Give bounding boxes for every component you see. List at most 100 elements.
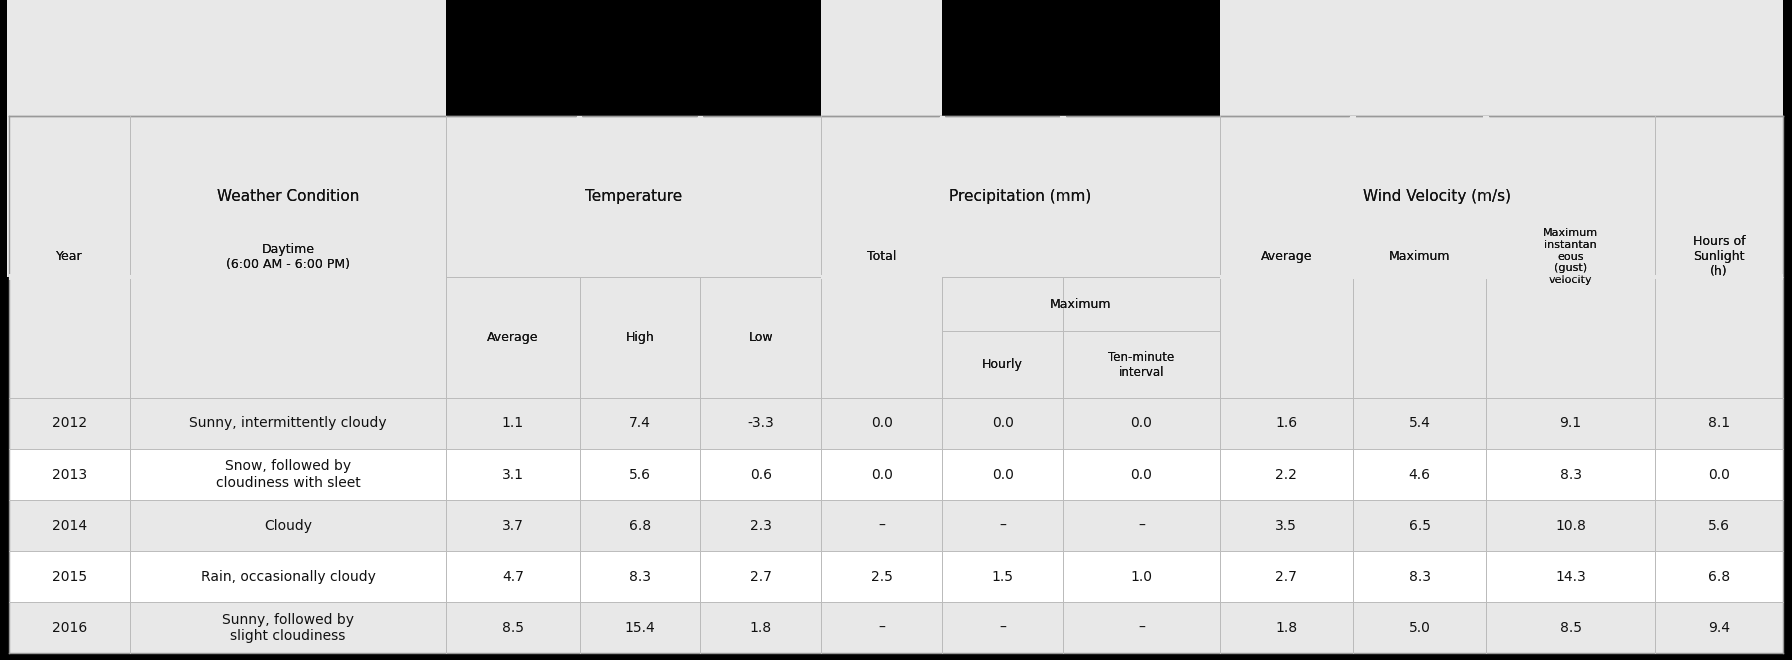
Text: 0.0: 0.0	[991, 467, 1014, 482]
Text: Low: Low	[749, 331, 772, 344]
Text: Total: Total	[867, 250, 896, 263]
Text: 1.6: 1.6	[1276, 416, 1297, 430]
Bar	[129, 275, 446, 280]
Bar	[1353, 275, 1486, 280]
Bar	[129, 0, 446, 277]
Text: 1.5: 1.5	[991, 570, 1014, 583]
Text: Hours of
Sunlight
(h): Hours of Sunlight (h)	[1693, 235, 1745, 279]
Bar	[697, 115, 702, 277]
Text: Rain, occasionally cloudy: Rain, occasionally cloudy	[201, 570, 376, 583]
Text: –: –	[1138, 621, 1145, 635]
Text: 4.6: 4.6	[1409, 467, 1430, 482]
Bar	[1486, 275, 1656, 280]
Text: Hours of
Sunlight
(h): Hours of Sunlight (h)	[1693, 235, 1745, 279]
Text: Weather Condition: Weather Condition	[217, 189, 358, 204]
Text: Maximum: Maximum	[1389, 250, 1450, 263]
Text: 7.4: 7.4	[629, 416, 650, 430]
Bar	[9, 277, 1783, 398]
Text: –: –	[1000, 519, 1005, 533]
Text: –: –	[878, 621, 885, 635]
Text: 2.7: 2.7	[1276, 570, 1297, 583]
Bar	[577, 115, 582, 277]
Text: Total: Total	[867, 250, 896, 263]
Text: Average: Average	[1260, 250, 1312, 263]
Text: 2.2: 2.2	[1276, 467, 1297, 482]
Bar	[1353, 0, 1486, 277]
Bar	[1353, 275, 1486, 279]
Text: 2013: 2013	[52, 467, 88, 482]
Text: 10.8: 10.8	[1555, 519, 1586, 533]
Text: 5.6: 5.6	[1708, 519, 1729, 533]
Text: Hourly: Hourly	[982, 358, 1023, 371]
Bar	[1486, 275, 1656, 279]
Bar	[1220, 275, 1353, 279]
Bar	[129, 275, 446, 279]
Text: 8.1: 8.1	[1708, 416, 1729, 430]
Text: 0.0: 0.0	[871, 416, 892, 430]
Text: Average: Average	[487, 331, 539, 344]
Text: Wind Velocity (m/s): Wind Velocity (m/s)	[1364, 189, 1511, 204]
Text: 2.5: 2.5	[871, 570, 892, 583]
Bar	[939, 115, 944, 277]
Text: Daytime
(6:00 AM - 6:00 PM): Daytime (6:00 AM - 6:00 PM)	[226, 243, 349, 271]
Bar	[9, 500, 1783, 551]
Text: Maximum
instantan
eous
(gust)
velocity: Maximum instantan eous (gust) velocity	[1543, 228, 1598, 285]
Text: 2012: 2012	[52, 416, 88, 430]
Bar	[9, 398, 1783, 449]
Text: 1.8: 1.8	[749, 621, 772, 635]
Text: Average: Average	[1260, 250, 1312, 263]
Text: Precipitation (mm): Precipitation (mm)	[950, 189, 1091, 204]
Text: 9.1: 9.1	[1559, 416, 1582, 430]
Text: High: High	[625, 331, 654, 344]
Bar	[1486, 0, 1656, 277]
Text: 8.5: 8.5	[1559, 621, 1582, 635]
Bar	[1656, 0, 1783, 277]
Text: 3.5: 3.5	[1276, 519, 1297, 533]
Text: 0.0: 0.0	[871, 467, 892, 482]
Bar	[1061, 115, 1066, 277]
Bar	[1656, 275, 1783, 280]
Bar	[1349, 115, 1357, 277]
Text: 6.5: 6.5	[1409, 519, 1430, 533]
Bar	[575, 115, 582, 277]
Text: 4.7: 4.7	[502, 570, 523, 583]
Bar	[1220, 275, 1353, 280]
Bar	[1349, 115, 1355, 277]
Text: Low: Low	[749, 331, 772, 344]
Text: 9.4: 9.4	[1708, 621, 1729, 635]
Text: Maximum: Maximum	[1389, 250, 1450, 263]
Bar	[821, 275, 943, 280]
Bar	[9, 275, 129, 279]
Text: Precipitation (mm): Precipitation (mm)	[950, 189, 1091, 204]
Text: –: –	[878, 519, 885, 533]
Text: 0.0: 0.0	[1131, 416, 1152, 430]
Text: –: –	[1138, 519, 1145, 533]
Bar	[939, 115, 946, 277]
Bar	[7, 0, 129, 277]
Text: Wind Velocity (m/s): Wind Velocity (m/s)	[1364, 189, 1511, 204]
Text: 8.3: 8.3	[1409, 570, 1430, 583]
Text: Cloudy: Cloudy	[263, 519, 312, 533]
Text: 8.3: 8.3	[629, 570, 650, 583]
Text: Year: Year	[56, 250, 82, 263]
Text: –: –	[1000, 621, 1005, 635]
Text: 15.4: 15.4	[625, 621, 656, 635]
Text: Year: Year	[56, 250, 82, 263]
Bar	[1656, 275, 1783, 279]
Text: Ten-minute
interval: Ten-minute interval	[1107, 350, 1174, 379]
Bar	[9, 603, 1783, 653]
Text: 5.4: 5.4	[1409, 416, 1430, 430]
Text: 3.7: 3.7	[502, 519, 523, 533]
Text: 2014: 2014	[52, 519, 88, 533]
Bar	[1484, 115, 1489, 277]
Bar	[1059, 115, 1066, 277]
Text: Snow, followed by
cloudiness with sleet: Snow, followed by cloudiness with sleet	[215, 459, 360, 490]
Text: Maximum: Maximum	[1050, 298, 1111, 311]
Bar	[9, 275, 129, 280]
Text: Hourly: Hourly	[982, 358, 1023, 371]
Text: 8.3: 8.3	[1559, 467, 1582, 482]
Text: Sunny, followed by
slight cloudiness: Sunny, followed by slight cloudiness	[222, 612, 355, 643]
Text: 3.1: 3.1	[502, 467, 523, 482]
Text: 2.3: 2.3	[751, 519, 772, 533]
Text: 0.6: 0.6	[749, 467, 772, 482]
